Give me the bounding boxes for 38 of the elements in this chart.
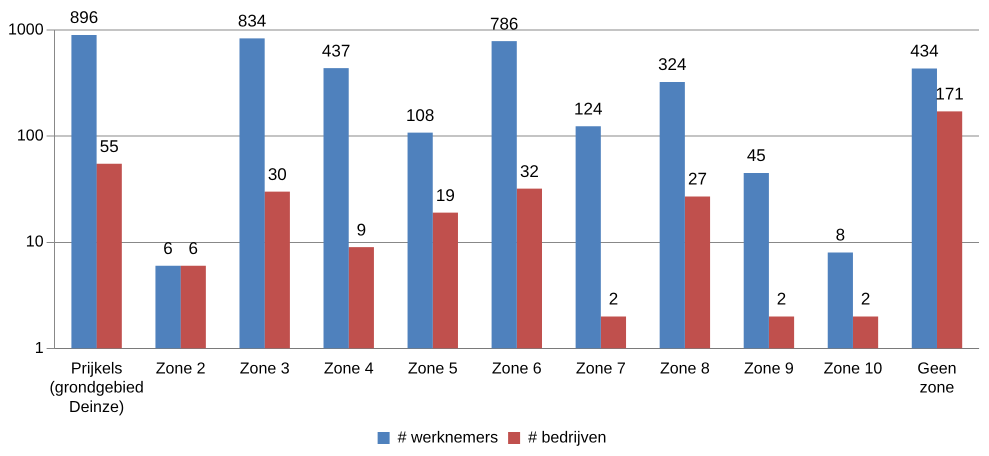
data-label: 32 [520,162,539,181]
data-label: 55 [100,136,119,156]
x-tick-label: Zone 8 [660,360,710,378]
legend-label: # bedrijven [528,429,606,446]
data-label: 434 [910,42,939,61]
x-tick-label: Prijkels (grondgebied Deinze) [49,360,144,416]
x-tick-label: Zone 5 [408,360,458,378]
data-label: 19 [436,186,455,205]
data-label: 2 [860,290,870,309]
data-label: 324 [658,55,686,74]
x-tick-label: Zone 10 [824,360,882,378]
data-label: 45 [746,146,766,166]
data-label: 2 [776,290,786,309]
data-label: 6 [188,239,198,258]
data-label: 2 [608,290,618,309]
data-label: 896 [70,8,98,28]
y-tick-label: 1000 [8,21,44,38]
data-label: 786 [490,14,518,34]
y-tick-label: 1 [34,340,44,357]
data-label: 6 [163,239,173,258]
data-label: 437 [322,41,350,60]
data-label: 8 [836,226,846,245]
x-tick-label: Zone 9 [744,360,794,378]
data-label: 30 [268,164,287,184]
x-tick-label: Geen zone [917,360,957,397]
y-tick-label: 100 [16,128,44,145]
y-tick-label: 10 [26,234,44,251]
x-tick-label: Zone 7 [576,360,626,378]
x-tick-label: Zone 2 [156,360,206,378]
x-tick-label: Zone 4 [324,360,374,378]
legend-label: # werknemers [398,429,498,446]
x-tick-label: Zone 3 [240,360,290,378]
data-label: 9 [356,220,366,240]
x-tick-label: Zone 6 [492,360,542,378]
data-label: 108 [406,106,434,125]
data-label: 27 [688,170,707,189]
data-label: 834 [238,12,266,31]
data-label: 124 [574,99,602,118]
